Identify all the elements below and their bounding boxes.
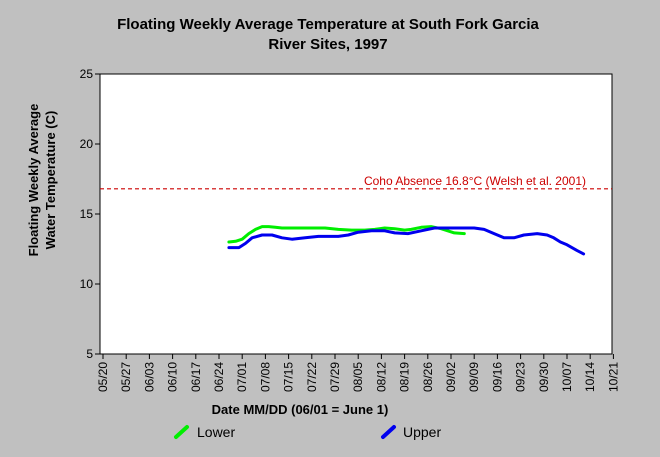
x-tick-label: 09/30 [537,362,551,392]
x-tick-label: 09/16 [490,362,504,392]
y-axis-label: Floating Weekly Average Water Temperatur… [26,104,58,257]
y-axis: 5 10 15 20 25 [80,67,100,361]
x-tick-label: 07/01 [235,362,249,392]
x-tick-label: 07/15 [282,362,296,392]
x-tick-label: 08/19 [398,362,412,392]
legend-label-lower: Lower [197,424,235,440]
x-tick-label: 05/27 [119,362,133,392]
series-line-upper [227,226,586,256]
x-tick-label: 05/20 [96,362,110,392]
x-axis: 05/20 05/27 06/03 06/10 06/17 06/24 07/01 07/08… [96,354,620,392]
x-tick-label: 09/23 [514,362,528,392]
x-tick-label: 09/09 [467,362,481,392]
legend: Lower Upper [174,424,441,440]
y-tick-label: 20 [80,137,94,151]
chart-title-line-2: River Sites, 1997 [268,36,387,53]
x-tick-label: 07/22 [305,362,319,392]
y-tick-label: 15 [80,207,94,221]
x-tick-label: 10/21 [606,362,620,392]
reference-line-label: Coho Absence 16.8°C (Welsh et al. 2001) [364,174,586,188]
x-tick-label: 07/08 [258,362,272,392]
legend-item-lower: Lower [174,424,235,440]
legend-label-upper: Upper [403,424,441,440]
x-tick-label: 09/02 [444,362,458,392]
legend-swatch-lower [174,425,189,439]
x-tick-label: 06/17 [189,362,203,392]
y-tick-label: 10 [80,277,94,291]
y-tick-label: 5 [86,347,93,361]
x-tick-label: 08/12 [374,362,388,392]
series-line-lower [227,225,466,244]
x-axis-label: Date MM/DD (06/01 = June 1) [212,402,389,417]
x-tick-label: 06/24 [212,362,226,392]
chart-title-line-1: Floating Weekly Average Temperature at S… [117,16,539,33]
x-tick-label: 10/14 [583,362,597,392]
x-tick-label: 08/26 [421,362,435,392]
x-tick-label: 06/03 [142,362,156,392]
x-tick-label: 06/10 [166,362,180,392]
x-tick-label: 10/07 [560,362,574,392]
plot-area [99,73,613,355]
y-axis-label-line-1: Floating Weekly Average [26,104,41,257]
y-tick-label: 25 [80,67,94,81]
y-axis-label-line-2: Water Temperature (C) [43,111,58,250]
series-layer [227,225,586,256]
x-tick-label: 07/29 [328,362,342,392]
legend-item-upper: Upper [381,424,441,440]
legend-swatch-upper [381,425,396,439]
x-tick-label: 08/05 [351,362,365,392]
